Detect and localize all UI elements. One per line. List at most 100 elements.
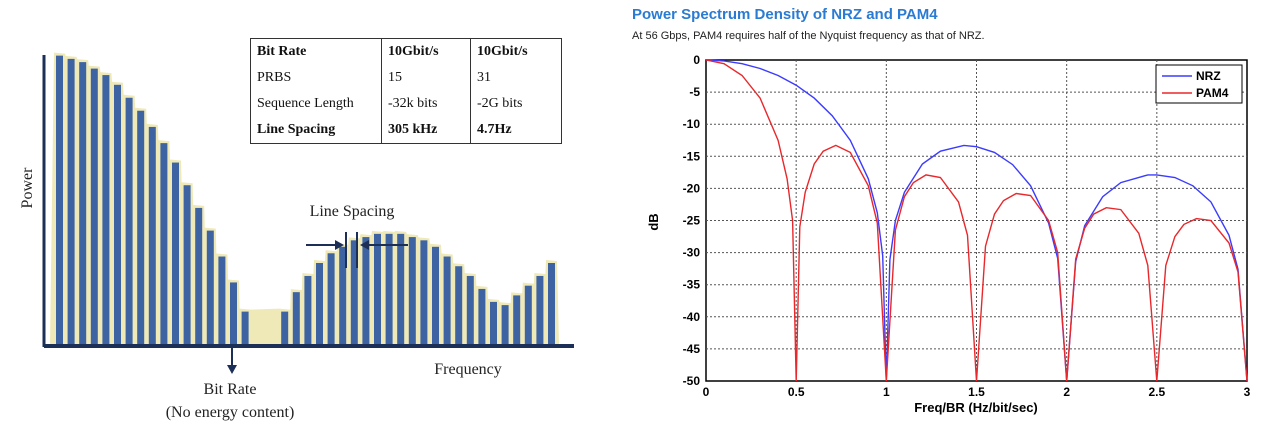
x-tick-label: 1.5 [968,385,985,399]
spectral-line-bar [304,275,312,344]
y-axis-label: Power [19,167,36,209]
spectral-line-bar [316,263,323,344]
chart-subtitle: At 56 Gbps, PAM4 requires half of the Ny… [632,30,985,42]
spectral-line-bar [102,75,110,344]
table-row-sequence-length: Sequence Length -32k bits -2G bits [250,91,562,117]
spectral-line-bar [281,311,289,344]
spectral-line-bar [339,246,347,344]
x-axis-label: Frequency [434,361,502,378]
spectral-line-bar [443,256,451,344]
x-tick-label: 0 [703,385,710,399]
spectral-line-bar [374,233,381,344]
y-tick-label: 0 [693,53,700,67]
line-spacing-arrows [306,232,408,268]
spectral-line-bar [218,256,226,344]
y-tick-label: -25 [683,214,701,228]
y-tick-label: -15 [683,149,701,163]
table-cell: 15 [381,65,471,91]
y-tick-label: -50 [683,374,701,388]
prbs-spectrum-chart: Power Frequency Line Spacing Bit Rate (N… [19,52,574,421]
y-tick-label: -35 [683,278,701,292]
spectral-line-bar [56,55,63,344]
spectral-line-bar [79,62,87,345]
table-cell: 4.7Hz [470,117,562,144]
y-axis-label: dB [646,213,661,230]
table-cell: 31 [470,65,562,91]
spectral-line-bar [90,68,98,344]
psd-figure: Power Spectrum Density of NRZ and PAM4 A… [628,0,1269,441]
spectral-line-bar [350,240,358,344]
bit-rate-label: Bit Rate [204,381,257,398]
spectral-line-bar [241,311,249,344]
spectral-line-bar [501,305,509,344]
spectral-line-bar [292,292,300,344]
spectral-line-bar [137,110,145,344]
x-tick-label: 2.5 [1148,385,1165,399]
line-spacing-label: Line Spacing [310,203,395,220]
no-energy-label: (No energy content) [166,404,295,421]
x-tick-label: 2 [1063,385,1070,399]
grid-lines [706,60,1247,381]
legend: NRZ PAM4 [1155,64,1243,104]
psd-chart: 0 -5 -10 -15 -20 -25 -30 -35 -40 -45 -50 0 0.5 1 1.5 2… [646,53,1251,415]
spectral-line-bar [408,237,416,344]
table-cell: 10Gbit/s [470,38,562,65]
spectral-line-bar [513,295,521,344]
spectral-line-bar [195,207,203,344]
series-line-pam4 [705,59,1248,382]
x-axis-label: Freq/BR (Hz/bit/sec) [914,400,1038,415]
table-cell: Line Spacing [250,117,382,144]
series-lines [705,59,1248,382]
spectral-lines [56,55,555,345]
table-row-line-spacing: Line Spacing 305 kHz 4.7Hz [250,117,562,144]
spectral-line-bar [420,240,428,344]
legend-box [1155,64,1243,104]
x-tick-label: 1 [883,385,890,399]
spectral-line-bar [397,233,405,344]
spectral-line-bar [230,282,237,344]
spectral-line-bar [327,253,335,344]
x-tick-labels: 0 0.5 1 1.5 2 2.5 3 [703,385,1251,399]
x-tick-label: 0.5 [788,385,805,399]
y-tick-label: -45 [683,342,701,356]
x-tick-label: 3 [1244,385,1251,399]
table-cell: Sequence Length [250,91,382,117]
spectral-line-bar [362,237,370,344]
spectral-line-bar [455,266,463,344]
bit-rate-arrow [227,348,237,374]
spectral-line-bar [160,143,168,344]
chart-title: Power Spectrum Density of NRZ and PAM4 [632,6,938,23]
spectral-line-bar [67,58,75,344]
spectral-line-bar [548,263,555,344]
spectral-line-bar [466,275,474,344]
spectral-line-bar [114,84,121,345]
y-tick-label: -10 [683,117,701,131]
spectral-line-bar [524,285,532,344]
spectral-line-bar [148,126,156,344]
prbs-parameters-table: Bit Rate 10Gbit/s 10Gbit/s PRBS 15 31 Se… [250,38,562,144]
spectral-line-bar [490,301,497,344]
spectral-line-bar [478,288,486,344]
table-cell: -32k bits [381,91,471,117]
legend-label-nrz: NRZ [1196,69,1221,83]
spectral-line-bar [183,185,191,344]
y-tick-labels: 0 -5 -10 -15 -20 -25 -30 -35 -40 -45 -50 [683,53,701,388]
spectral-line-bar [172,162,179,344]
table-row-bit-rate: Bit Rate 10Gbit/s 10Gbit/s [250,38,562,65]
spectral-line-bar [385,233,393,344]
spectral-line-bar [125,97,133,344]
table-cell: 10Gbit/s [381,38,471,65]
y-tick-label: -5 [689,85,700,99]
series-line-nrz [705,59,1248,382]
spectral-line-bar [536,275,544,344]
y-tick-label: -20 [683,181,701,195]
spectral-line-bar [432,246,439,344]
table-cell: Bit Rate [250,38,382,65]
spectral-line-bar [206,230,214,344]
y-tick-label: -40 [683,310,701,324]
table-cell: -2G bits [470,91,562,117]
table-cell: PRBS [250,65,382,91]
y-tick-label: -30 [683,246,701,260]
prbs-spectrum-figure: Power Frequency Line Spacing Bit Rate (N… [0,0,610,441]
table-row-prbs: PRBS 15 31 [250,65,562,91]
